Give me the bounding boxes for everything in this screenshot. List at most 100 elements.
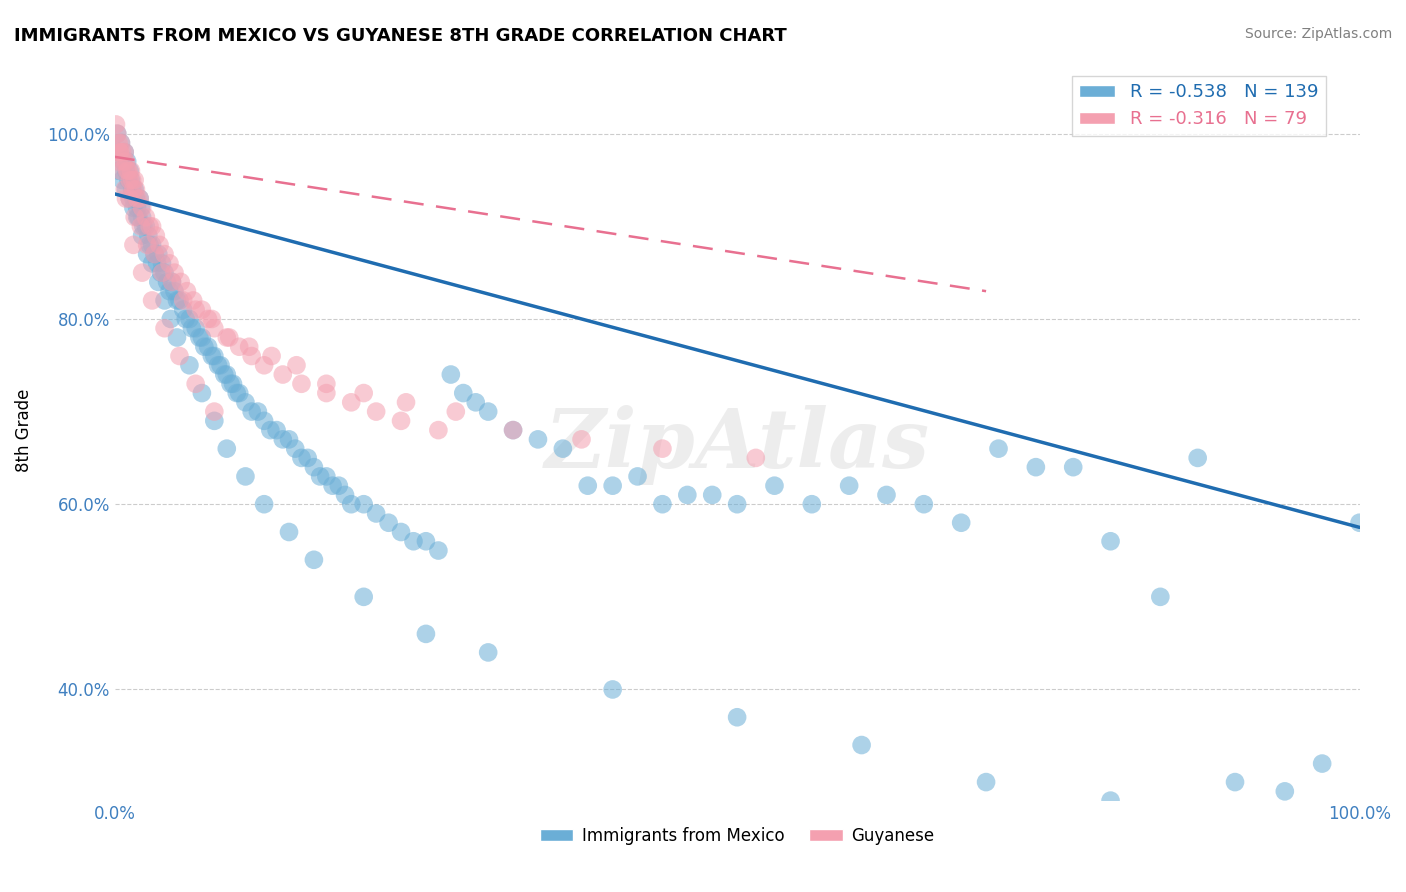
- Point: [128, 192, 150, 206]
- Point: [166, 293, 188, 308]
- Point: [202, 349, 225, 363]
- Point: [160, 275, 183, 289]
- Point: [201, 349, 224, 363]
- Point: [225, 386, 247, 401]
- Point: [315, 469, 337, 483]
- Point: [228, 386, 250, 401]
- Point: [215, 442, 238, 456]
- Point: [284, 442, 307, 456]
- Point: [253, 358, 276, 372]
- Point: [651, 497, 673, 511]
- Point: [120, 163, 142, 178]
- Point: [278, 433, 301, 447]
- Point: [124, 210, 146, 224]
- Point: [156, 275, 179, 289]
- Point: [172, 293, 194, 308]
- Point: [745, 450, 768, 465]
- Point: [159, 312, 181, 326]
- Point: [219, 376, 242, 391]
- Point: [143, 247, 166, 261]
- Point: [118, 163, 141, 178]
- Point: [181, 293, 204, 308]
- Point: [110, 163, 132, 178]
- Point: [117, 163, 139, 178]
- Point: [415, 534, 437, 549]
- Point: [115, 154, 138, 169]
- Point: [271, 368, 294, 382]
- Point: [502, 423, 524, 437]
- Point: [851, 738, 873, 752]
- Point: [166, 330, 188, 344]
- Point: [290, 376, 312, 391]
- Point: [676, 488, 699, 502]
- Point: [179, 312, 201, 326]
- Point: [191, 330, 214, 344]
- Point: [228, 340, 250, 354]
- Point: [215, 330, 238, 344]
- Point: [181, 321, 204, 335]
- Point: [115, 163, 138, 178]
- Point: [107, 145, 129, 160]
- Point: [215, 368, 238, 382]
- Point: [184, 302, 207, 317]
- Point: [197, 312, 219, 326]
- Point: [163, 266, 186, 280]
- Point: [160, 275, 183, 289]
- Point: [1223, 775, 1246, 789]
- Point: [114, 145, 136, 160]
- Point: [136, 247, 159, 261]
- Point: [118, 192, 141, 206]
- Point: [477, 645, 499, 659]
- Point: [309, 469, 332, 483]
- Point: [107, 154, 129, 169]
- Point: [148, 275, 170, 289]
- Point: [271, 433, 294, 447]
- Point: [763, 478, 786, 492]
- Point: [340, 497, 363, 511]
- Point: [395, 395, 418, 409]
- Y-axis label: 8th Grade: 8th Grade: [15, 388, 32, 472]
- Point: [197, 340, 219, 354]
- Point: [105, 127, 128, 141]
- Point: [453, 386, 475, 401]
- Point: [176, 284, 198, 298]
- Point: [950, 516, 973, 530]
- Point: [328, 478, 350, 492]
- Point: [444, 404, 467, 418]
- Point: [1274, 784, 1296, 798]
- Point: [502, 423, 524, 437]
- Point: [129, 219, 152, 234]
- Point: [188, 330, 211, 344]
- Point: [402, 534, 425, 549]
- Point: [246, 404, 269, 418]
- Point: [260, 349, 283, 363]
- Point: [153, 321, 176, 335]
- Point: [302, 460, 325, 475]
- Point: [427, 423, 450, 437]
- Point: [118, 192, 141, 206]
- Point: [107, 163, 129, 178]
- Point: [172, 302, 194, 317]
- Point: [253, 414, 276, 428]
- Point: [1187, 450, 1209, 465]
- Point: [108, 145, 131, 160]
- Point: [377, 516, 399, 530]
- Point: [127, 210, 149, 224]
- Point: [153, 247, 176, 261]
- Point: [115, 182, 138, 196]
- Point: [112, 154, 135, 169]
- Point: [117, 173, 139, 187]
- Point: [184, 376, 207, 391]
- Point: [1062, 460, 1084, 475]
- Point: [974, 775, 997, 789]
- Point: [150, 256, 173, 270]
- Point: [169, 349, 191, 363]
- Point: [138, 238, 160, 252]
- Point: [235, 395, 257, 409]
- Point: [222, 376, 245, 391]
- Legend: R = -0.538   N = 139, R = -0.316   N = 79: R = -0.538 N = 139, R = -0.316 N = 79: [1073, 76, 1326, 136]
- Point: [1099, 534, 1122, 549]
- Point: [191, 302, 214, 317]
- Point: [651, 442, 673, 456]
- Point: [353, 386, 375, 401]
